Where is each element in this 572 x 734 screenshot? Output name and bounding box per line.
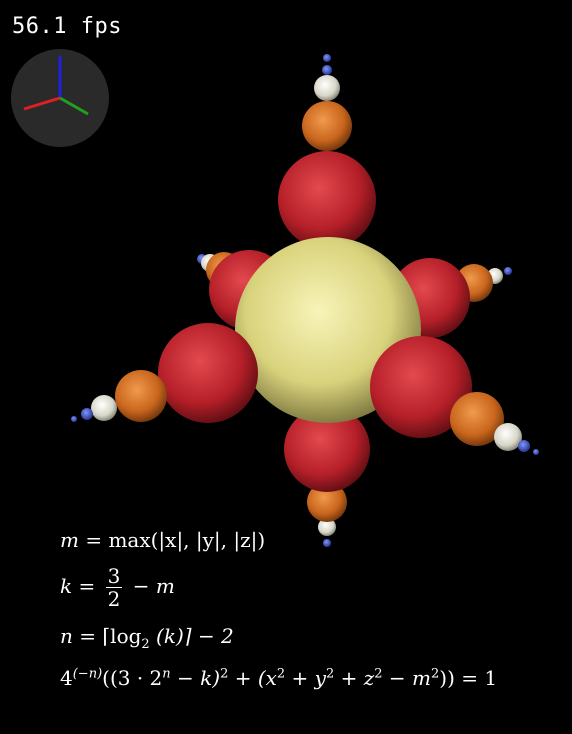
x-axis-line (23, 96, 61, 111)
equation-n: n = ⌈log2 (k)⌉ − 2 (60, 624, 234, 652)
y-axis-line (59, 96, 89, 116)
arm-front-right (370, 336, 539, 455)
equation-k: k = 3 2 − m (60, 564, 175, 611)
equation-surface: 4(−n)((3 · 2n − k)2 + (x2 + y2 + z2 − m2… (60, 666, 498, 690)
axis-gizmo[interactable] (10, 48, 110, 148)
arm-bottom (284, 406, 370, 547)
fraction: 3 2 (105, 564, 123, 611)
equation-m: m = max(|x|, |y|, |z|) (60, 528, 266, 552)
arm-top (278, 54, 376, 249)
fps-counter: 56.1 fps (12, 14, 122, 39)
arm-front-left (71, 323, 258, 423)
